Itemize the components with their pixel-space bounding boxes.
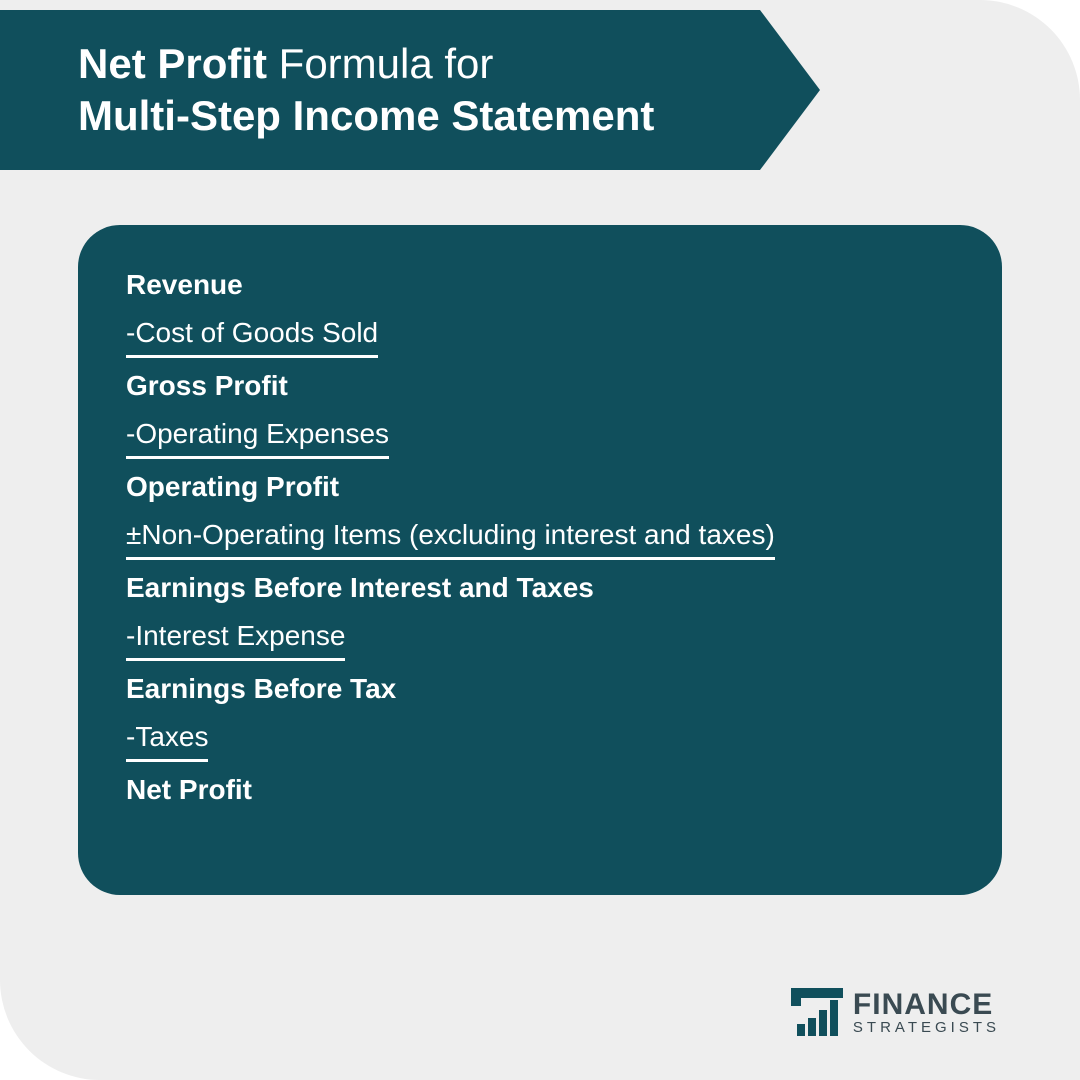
formula-panel: Revenue-Cost of Goods SoldGross Profit-O… bbox=[78, 225, 1002, 895]
formula-row: Net Profit bbox=[126, 766, 252, 814]
formula-row: Revenue bbox=[126, 261, 243, 309]
title-line-2: Multi-Step Income Statement bbox=[78, 90, 760, 143]
logo-text-bottom: STRATEGISTS bbox=[853, 1020, 1000, 1035]
card-background: Net Profit Formula for Multi-Step Income… bbox=[0, 0, 1080, 1080]
title-line1-rest: Formula for bbox=[267, 40, 493, 87]
formula-row: Gross Profit bbox=[126, 362, 288, 410]
formula-row: -Interest Expense bbox=[126, 612, 345, 661]
formula-row: -Cost of Goods Sold bbox=[126, 309, 378, 358]
formula-row: -Operating Expenses bbox=[126, 410, 389, 459]
formula-rows: Revenue-Cost of Goods SoldGross Profit-O… bbox=[126, 261, 954, 814]
logo-mark-icon bbox=[791, 988, 843, 1036]
formula-row: -Taxes bbox=[126, 713, 208, 762]
formula-row: ±Non-Operating Items (excluding interest… bbox=[126, 511, 775, 560]
formula-row: Earnings Before Tax bbox=[126, 665, 396, 713]
title-banner: Net Profit Formula for Multi-Step Income… bbox=[0, 10, 820, 170]
title-bold-lead: Net Profit bbox=[78, 40, 267, 87]
logo-text-top: FINANCE bbox=[853, 990, 1000, 1020]
title-line-1: Net Profit Formula for bbox=[78, 38, 760, 91]
formula-row: Operating Profit bbox=[126, 463, 339, 511]
brand-logo: FINANCE STRATEGISTS bbox=[791, 988, 1000, 1036]
formula-row: Earnings Before Interest and Taxes bbox=[126, 564, 594, 612]
logo-text: FINANCE STRATEGISTS bbox=[853, 990, 1000, 1035]
